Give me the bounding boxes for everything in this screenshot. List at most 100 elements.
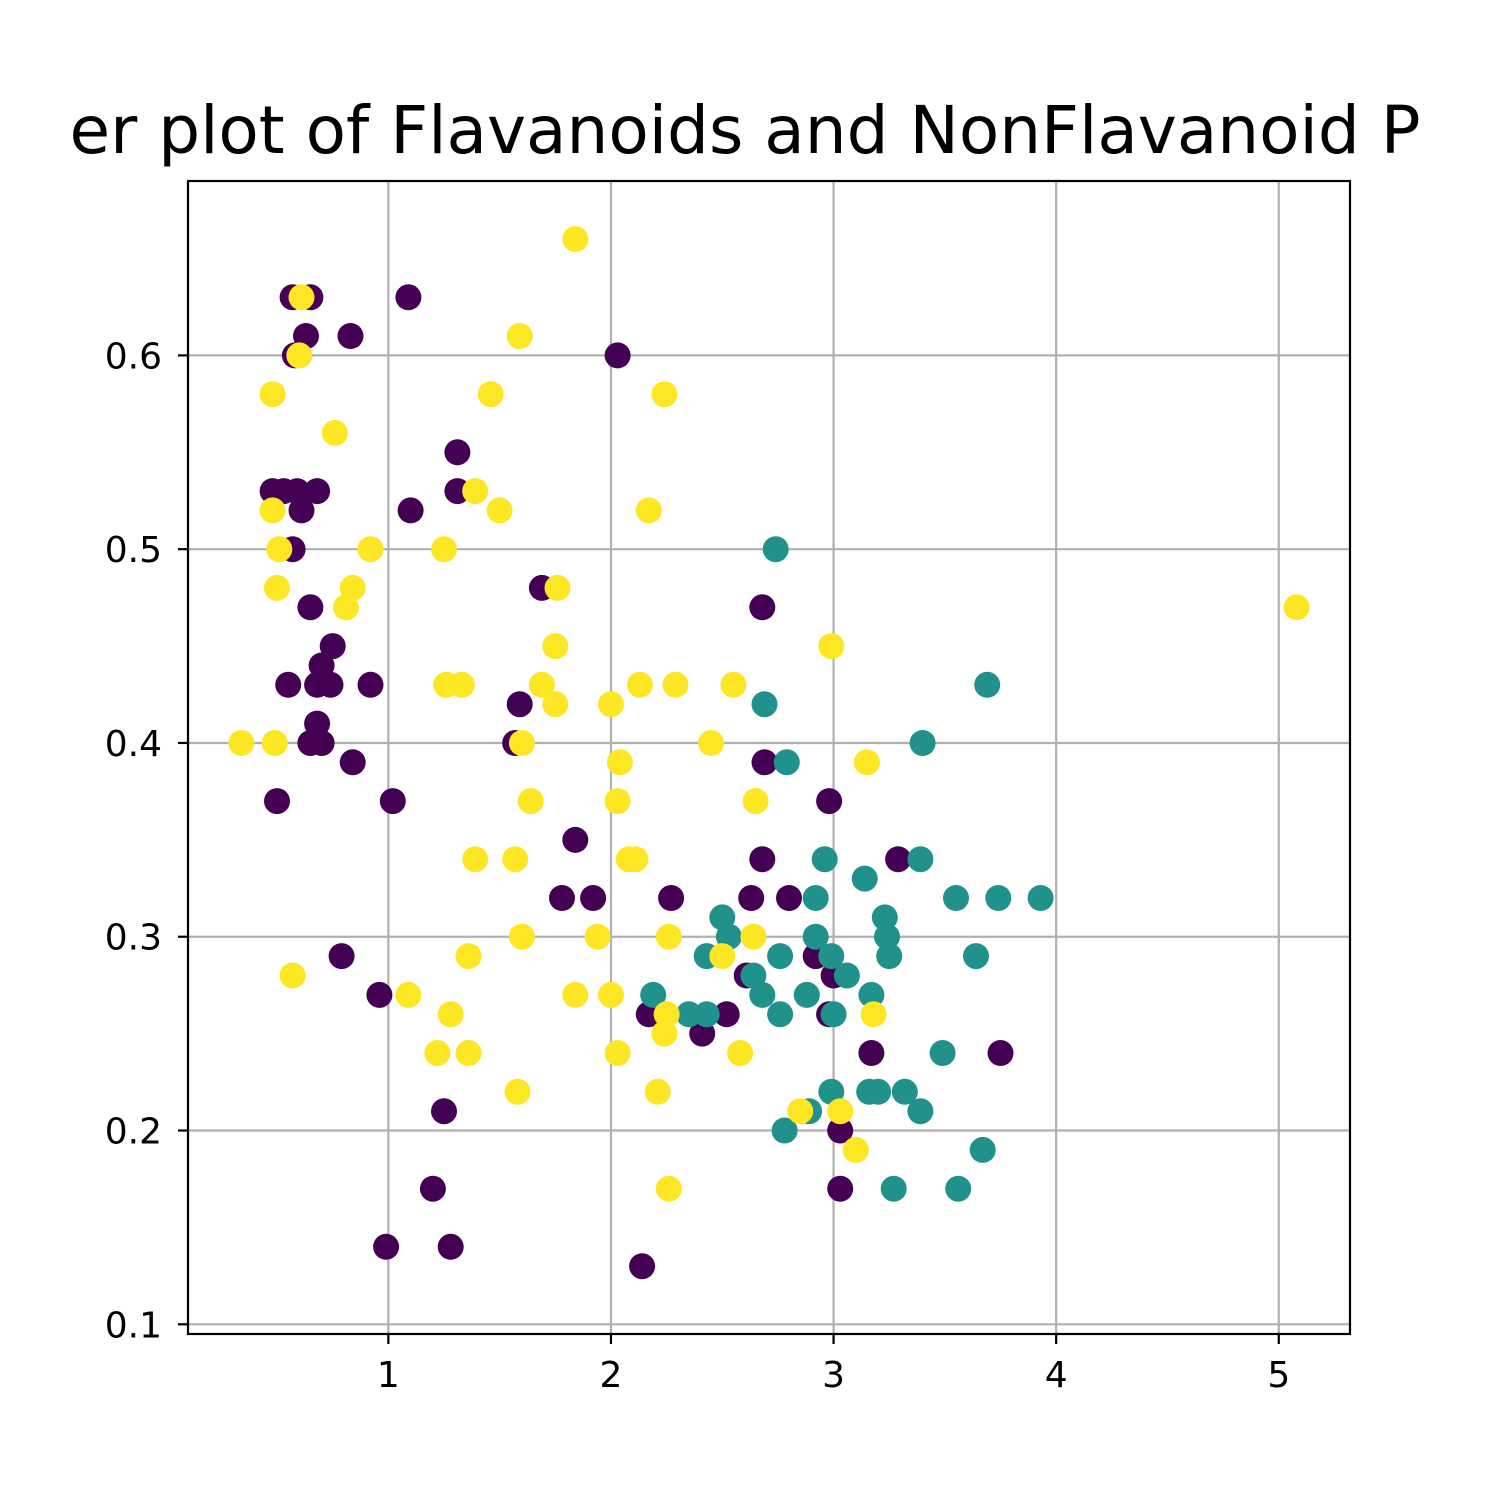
data-point	[366, 981, 393, 1008]
y-tick-label: 0.5	[105, 530, 162, 571]
data-point	[337, 323, 364, 349]
data-point	[860, 1001, 887, 1028]
data-point	[929, 1040, 956, 1066]
data-point	[477, 381, 504, 408]
data-point	[419, 1175, 446, 1202]
data-point	[506, 691, 533, 718]
data-point	[943, 885, 969, 911]
y-tick-label: 0.3	[105, 918, 162, 959]
data-point	[1027, 885, 1054, 911]
data-point	[304, 478, 331, 505]
data-point	[604, 1040, 631, 1066]
chart-title: er plot of Flavanoids and NonFlavanoid P	[69, 92, 1420, 169]
data-point	[275, 671, 302, 698]
data-point	[321, 419, 348, 446]
data-point	[357, 671, 384, 698]
data-point	[776, 885, 802, 911]
data-point	[259, 381, 286, 408]
data-point	[444, 439, 471, 466]
data-point	[827, 1098, 854, 1125]
data-point	[1283, 594, 1310, 621]
data-point	[424, 1040, 451, 1066]
data-point	[629, 1253, 656, 1280]
data-point	[395, 981, 422, 1008]
data-point	[858, 1040, 885, 1066]
data-point	[598, 691, 624, 718]
data-point	[308, 730, 335, 756]
x-tick-label: 3	[822, 1355, 845, 1396]
data-point	[767, 943, 794, 970]
data-point	[802, 923, 829, 950]
data-point	[328, 943, 355, 970]
data-point	[816, 788, 843, 815]
data-point	[622, 846, 649, 873]
data-point	[640, 981, 667, 1008]
data-point	[644, 1078, 671, 1105]
data-point	[528, 671, 555, 698]
data-point	[288, 284, 315, 311]
data-point	[279, 962, 306, 989]
data-point	[486, 497, 513, 524]
data-point	[606, 749, 633, 776]
data-point	[653, 1001, 680, 1028]
data-point	[907, 1098, 934, 1125]
data-point	[820, 1001, 847, 1028]
grid-lines	[188, 181, 1350, 1334]
data-point	[974, 671, 1001, 698]
y-tick-label: 0.2	[105, 1112, 162, 1153]
data-point	[604, 788, 631, 815]
data-point	[437, 1233, 464, 1260]
axis-ticks: 1 2 3 4 5 0.1 0.2 0.3 0.4 0.5 0.6	[105, 336, 1290, 1396]
data-point	[544, 574, 571, 601]
data-point	[635, 497, 662, 524]
data-point	[580, 885, 607, 911]
data-point	[907, 846, 934, 873]
data-point	[655, 923, 682, 950]
data-point	[749, 981, 776, 1008]
data-points	[228, 226, 1310, 1280]
data-point	[319, 633, 346, 660]
data-point	[333, 594, 359, 621]
data-point	[811, 846, 838, 873]
data-point	[598, 981, 624, 1008]
data-point	[286, 342, 313, 369]
data-point	[767, 1001, 794, 1028]
data-point	[742, 788, 769, 815]
data-point	[740, 962, 767, 989]
data-point	[626, 671, 653, 698]
data-point	[827, 1117, 854, 1144]
data-point	[738, 885, 765, 911]
data-point	[945, 1175, 972, 1202]
data-point	[787, 1098, 814, 1125]
data-point	[455, 1040, 482, 1066]
data-point	[818, 1078, 845, 1105]
data-point	[762, 536, 789, 563]
data-point	[865, 1078, 892, 1105]
data-point	[651, 381, 678, 408]
plot-frame	[186, 179, 1352, 1336]
data-point	[542, 691, 569, 718]
data-point	[655, 1175, 682, 1202]
data-point	[793, 981, 820, 1008]
data-point	[517, 788, 544, 815]
data-point	[876, 943, 903, 970]
data-point	[658, 885, 685, 911]
data-point	[698, 730, 725, 756]
data-point	[604, 342, 631, 369]
data-point	[317, 671, 344, 698]
data-point	[542, 633, 569, 660]
data-point	[549, 885, 575, 911]
data-point	[651, 1020, 678, 1047]
data-point	[851, 865, 878, 892]
data-point	[562, 226, 589, 253]
data-point	[455, 943, 482, 970]
data-point	[675, 1001, 702, 1028]
data-point	[853, 749, 880, 776]
data-point	[909, 730, 936, 756]
data-point	[462, 478, 489, 505]
data-point	[259, 497, 286, 524]
data-point	[693, 1001, 720, 1028]
data-point	[818, 943, 845, 970]
